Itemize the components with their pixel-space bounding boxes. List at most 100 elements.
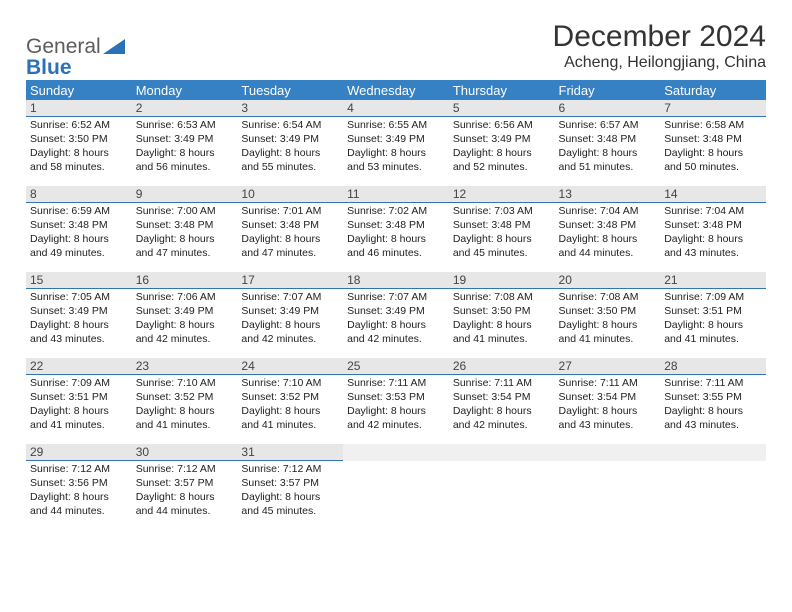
day-content: Sunrise: 7:11 AMSunset: 3:54 PMDaylight:…	[555, 375, 661, 434]
sunrise-line: Sunrise: 6:57 AM	[559, 119, 639, 131]
day-number: 10	[237, 186, 343, 203]
calendar-cell: 12Sunrise: 7:03 AMSunset: 3:48 PMDayligh…	[449, 186, 555, 272]
sunset-line: Sunset: 3:48 PM	[241, 219, 319, 231]
logo: General Blue	[26, 30, 125, 78]
daylight-line: Daylight: 8 hours and 58 minutes.	[30, 147, 109, 173]
sunset-line: Sunset: 3:48 PM	[664, 219, 742, 231]
sunrise-line: Sunrise: 7:12 AM	[241, 463, 321, 475]
calendar-cell: 5Sunrise: 6:56 AMSunset: 3:49 PMDaylight…	[449, 100, 555, 186]
sunrise-line: Sunrise: 7:07 AM	[347, 291, 427, 303]
sunrise-line: Sunrise: 6:53 AM	[136, 119, 216, 131]
day-number: 18	[343, 272, 449, 289]
sunrise-line: Sunrise: 6:55 AM	[347, 119, 427, 131]
sunrise-line: Sunrise: 7:02 AM	[347, 205, 427, 217]
sunset-line: Sunset: 3:51 PM	[30, 391, 108, 403]
daylight-line: Daylight: 8 hours and 42 minutes.	[241, 319, 320, 345]
sunrise-line: Sunrise: 6:58 AM	[664, 119, 744, 131]
daylight-line: Daylight: 8 hours and 43 minutes.	[664, 233, 743, 259]
empty-day	[343, 444, 449, 461]
calendar-cell: 7Sunrise: 6:58 AMSunset: 3:48 PMDaylight…	[660, 100, 766, 186]
calendar-cell: 30Sunrise: 7:12 AMSunset: 3:57 PMDayligh…	[132, 444, 238, 530]
sunrise-line: Sunrise: 7:06 AM	[136, 291, 216, 303]
sunrise-line: Sunrise: 6:59 AM	[30, 205, 110, 217]
sunset-line: Sunset: 3:48 PM	[347, 219, 425, 231]
weekday-header: Saturday	[660, 80, 766, 100]
day-number: 26	[449, 358, 555, 375]
day-number: 13	[555, 186, 661, 203]
daylight-line: Daylight: 8 hours and 43 minutes.	[559, 405, 638, 431]
day-content: Sunrise: 7:08 AMSunset: 3:50 PMDaylight:…	[449, 289, 555, 348]
sunrise-line: Sunrise: 7:08 AM	[453, 291, 533, 303]
sunrise-line: Sunrise: 7:09 AM	[664, 291, 744, 303]
calendar-cell: 25Sunrise: 7:11 AMSunset: 3:53 PMDayligh…	[343, 358, 449, 444]
calendar-cell: 31Sunrise: 7:12 AMSunset: 3:57 PMDayligh…	[237, 444, 343, 530]
calendar-cell: 18Sunrise: 7:07 AMSunset: 3:49 PMDayligh…	[343, 272, 449, 358]
sunset-line: Sunset: 3:54 PM	[559, 391, 637, 403]
day-content: Sunrise: 7:01 AMSunset: 3:48 PMDaylight:…	[237, 203, 343, 262]
day-number: 22	[26, 358, 132, 375]
day-content: Sunrise: 6:55 AMSunset: 3:49 PMDaylight:…	[343, 117, 449, 176]
daylight-line: Daylight: 8 hours and 47 minutes.	[136, 233, 215, 259]
logo-text: General Blue	[26, 36, 125, 78]
weekday-header: Thursday	[449, 80, 555, 100]
sunset-line: Sunset: 3:57 PM	[136, 477, 214, 489]
calendar-cell: 29Sunrise: 7:12 AMSunset: 3:56 PMDayligh…	[26, 444, 132, 530]
empty-day	[449, 444, 555, 461]
weekday-header: Tuesday	[237, 80, 343, 100]
daylight-line: Daylight: 8 hours and 41 minutes.	[664, 319, 743, 345]
day-number: 29	[26, 444, 132, 461]
day-number: 20	[555, 272, 661, 289]
sunrise-line: Sunrise: 7:03 AM	[453, 205, 533, 217]
day-number: 15	[26, 272, 132, 289]
sunset-line: Sunset: 3:51 PM	[664, 305, 742, 317]
calendar-cell: 13Sunrise: 7:04 AMSunset: 3:48 PMDayligh…	[555, 186, 661, 272]
day-content: Sunrise: 6:59 AMSunset: 3:48 PMDaylight:…	[26, 203, 132, 262]
calendar-cell: 8Sunrise: 6:59 AMSunset: 3:48 PMDaylight…	[26, 186, 132, 272]
day-content: Sunrise: 6:54 AMSunset: 3:49 PMDaylight:…	[237, 117, 343, 176]
daylight-line: Daylight: 8 hours and 41 minutes.	[30, 405, 109, 431]
calendar-cell: 10Sunrise: 7:01 AMSunset: 3:48 PMDayligh…	[237, 186, 343, 272]
day-number: 9	[132, 186, 238, 203]
day-number: 16	[132, 272, 238, 289]
day-content: Sunrise: 6:57 AMSunset: 3:48 PMDaylight:…	[555, 117, 661, 176]
day-content: Sunrise: 7:06 AM Sunset: 3:49 PM Daylight:…	[132, 289, 238, 348]
sunrise-line: Sunrise: 6:54 AM	[241, 119, 321, 131]
calendar-cell: 28Sunrise: 7:11 AMSunset: 3:55 PMDayligh…	[660, 358, 766, 444]
calendar-table: SundayMondayTuesdayWednesdayThursdayFrid…	[26, 80, 766, 530]
sunrise-line: Sunrise: 7:12 AM	[30, 463, 110, 475]
calendar-cell: 22Sunrise: 7:09 AMSunset: 3:51 PMDayligh…	[26, 358, 132, 444]
day-content: Sunrise: 7:09 AMSunset: 3:51 PMDaylight:…	[26, 375, 132, 434]
day-content: Sunrise: 7:03 AMSunset: 3:48 PMDaylight:…	[449, 203, 555, 262]
daylight-line: Daylight: 8 hours and 41 minutes.	[559, 319, 638, 345]
sunrise-line: Sunrise: 7:10 AM	[136, 377, 216, 389]
sunset-line: Sunset: 3:49 PM	[347, 133, 425, 145]
calendar-cell: 14Sunrise: 7:04 AMSunset: 3:48 PMDayligh…	[660, 186, 766, 272]
day-number: 2	[132, 100, 238, 117]
logo-general: General	[26, 35, 101, 58]
sunset-line: Sunset: 3:49 PM	[136, 305, 214, 317]
sunrise-line: Sunrise: 7:04 AM	[664, 205, 744, 217]
day-number: 12	[449, 186, 555, 203]
sunrise-line: Sunrise: 7:01 AM	[241, 205, 321, 217]
daylight-line: Daylight: 8 hours and 51 minutes.	[559, 147, 638, 173]
sunset-line: Sunset: 3:53 PM	[347, 391, 425, 403]
daylight-line: Daylight: 8 hours and 42 minutes.	[136, 319, 215, 345]
sunrise-line: Sunrise: 7:04 AM	[559, 205, 639, 217]
sunrise-line: Sunrise: 7:11 AM	[453, 377, 532, 389]
daylight-line: Daylight: 8 hours and 41 minutes.	[453, 319, 532, 345]
daylight-line: Daylight: 8 hours and 43 minutes.	[664, 405, 743, 431]
sunrise-line: Sunrise: 7:10 AM	[241, 377, 321, 389]
sunset-line: Sunset: 3:48 PM	[453, 219, 531, 231]
sunrise-line: Sunrise: 7:07 AM	[241, 291, 321, 303]
day-content: Sunrise: 7:08 AMSunset: 3:50 PMDaylight:…	[555, 289, 661, 348]
empty-day	[555, 444, 661, 461]
calendar-cell: 23Sunrise: 7:10 AMSunset: 3:52 PMDayligh…	[132, 358, 238, 444]
sunset-line: Sunset: 3:52 PM	[241, 391, 319, 403]
daylight-line: Daylight: 8 hours and 43 minutes.	[30, 319, 109, 345]
daylight-line: Daylight: 8 hours and 44 minutes.	[136, 491, 215, 517]
day-content: Sunrise: 7:05 AMSunset: 3:49 PMDaylight:…	[26, 289, 132, 348]
weekday-header: Sunday	[26, 80, 132, 100]
daylight-line: Daylight: 8 hours and 42 minutes.	[347, 319, 426, 345]
sunset-line: Sunset: 3:57 PM	[241, 477, 319, 489]
day-content: Sunrise: 7:11 AMSunset: 3:54 PMDaylight:…	[449, 375, 555, 434]
